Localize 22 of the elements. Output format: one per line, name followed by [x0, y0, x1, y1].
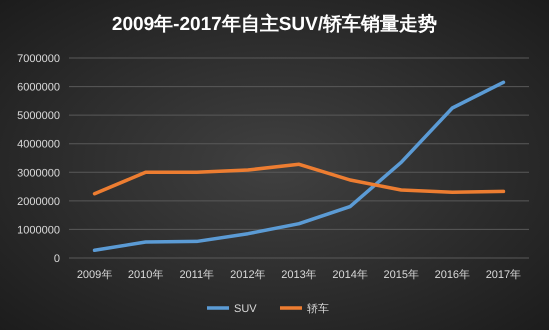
x-tick-label: 2016年: [434, 269, 470, 281]
x-tick-label: 2015年: [383, 269, 419, 281]
x-tick-label: 2013年: [281, 269, 317, 281]
x-tick-label: 2011年: [179, 269, 214, 281]
legend-label: 轿车: [307, 302, 329, 315]
x-tick-label: 2017年: [486, 269, 522, 281]
y-tick-label: 2000000: [17, 196, 60, 208]
legend-label: SUV: [234, 303, 258, 315]
y-tick-label: 4000000: [17, 138, 60, 151]
y-tick-label: 7000000: [17, 53, 60, 65]
x-tick-label: 2009年: [76, 269, 112, 281]
chart-title: 2009年-2017年自主SUV/轿车销量走势: [112, 13, 438, 35]
y-tick-label: 5000000: [17, 110, 60, 122]
y-tick-label: 3000000: [17, 167, 60, 180]
line-series: [92, 80, 506, 252]
line-series: [92, 162, 506, 196]
x-tick-label: 2014年: [332, 269, 368, 281]
y-tick-label: 1000000: [17, 224, 60, 236]
x-tick-label: 2012年: [230, 269, 266, 281]
x-tick-label: 2010年: [128, 269, 164, 281]
y-tick-label: 0: [54, 253, 60, 265]
y-tick-label: 6000000: [17, 82, 60, 94]
